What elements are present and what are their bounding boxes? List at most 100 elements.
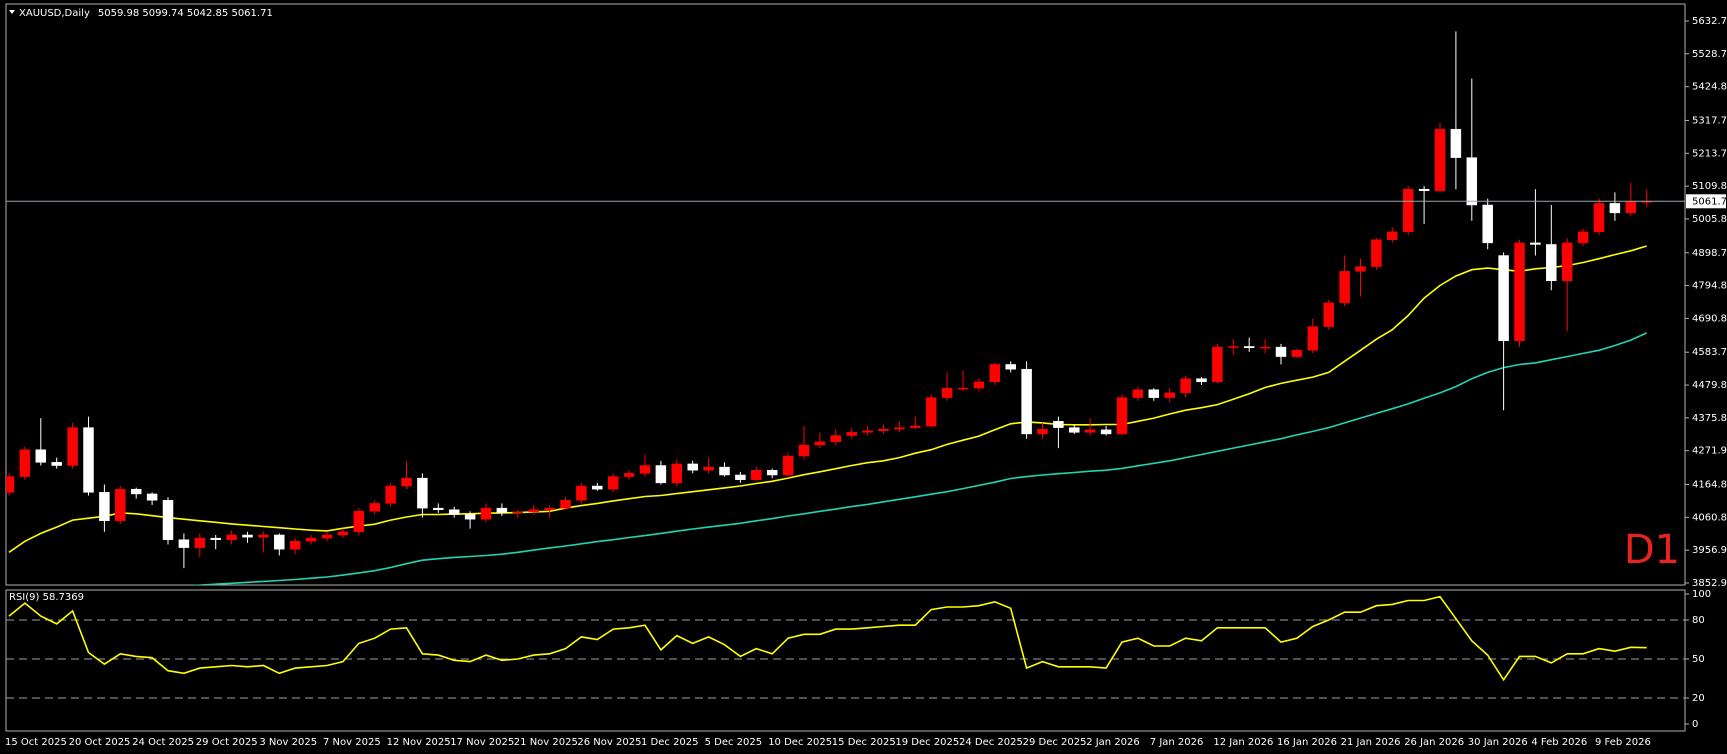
- y-tick-label: 4794.80: [1692, 281, 1727, 292]
- rsi-line: [8, 595, 1647, 682]
- candle-body: [544, 507, 555, 510]
- x-tick-label: 24 Oct 2025: [132, 737, 194, 748]
- candle-body: [1530, 242, 1541, 245]
- candle-body: [830, 435, 842, 443]
- y-tick-label: 0: [1692, 719, 1698, 730]
- candle-body: [289, 541, 301, 550]
- candle-body: [957, 387, 969, 390]
- y-tick-label: 5109.80: [1692, 181, 1727, 192]
- candle-body: [417, 477, 428, 509]
- candle-body: [1259, 346, 1271, 349]
- candle-body: [1275, 346, 1287, 357]
- candle-body: [623, 473, 635, 477]
- x-tick-label: 15 Dec 2025: [832, 737, 896, 748]
- candle-body: [798, 444, 810, 457]
- y-tick-label: 5005.85: [1692, 214, 1727, 225]
- candle-body: [1546, 244, 1557, 282]
- x-tick-label: 7 Nov 2025: [323, 737, 381, 748]
- candle-body: [162, 499, 174, 540]
- candle-body: [1561, 242, 1573, 282]
- candle-body: [1148, 389, 1160, 398]
- x-tick-label: 29 Oct 2025: [196, 737, 258, 748]
- candle-body: [258, 534, 269, 538]
- y-tick-label: 50: [1692, 654, 1705, 665]
- candle-body: [671, 463, 683, 484]
- moving-average-line: [8, 245, 1647, 553]
- y-tick-label: 80: [1692, 615, 1705, 626]
- candle-body: [130, 488, 142, 495]
- x-tick-label: 26 Jan 2026: [1404, 737, 1464, 748]
- x-tick-label: 3 Nov 2025: [259, 737, 317, 748]
- candle-body: [6, 476, 15, 493]
- candle-body: [766, 469, 778, 476]
- y-tick-label: 5213.75: [1692, 148, 1727, 159]
- candle-body: [83, 427, 94, 493]
- candle-body: [735, 474, 746, 480]
- x-tick-label: 9 Feb 2026: [1595, 737, 1651, 748]
- candle-body: [639, 465, 651, 474]
- y-tick-label: 100: [1692, 589, 1711, 600]
- candle-body: [1609, 203, 1621, 214]
- candle-body: [512, 511, 524, 514]
- y-tick-label: 5424.80: [1692, 82, 1727, 93]
- y-tick-label: 3956.90: [1692, 545, 1727, 556]
- y-tick-label: 4583.75: [1692, 347, 1727, 358]
- candle-body: [814, 441, 826, 446]
- candle-body: [894, 427, 905, 430]
- x-tick-label: 16 Jan 2026: [1277, 737, 1337, 748]
- x-tick-label: 29 Dec 2025: [1023, 737, 1087, 748]
- candle-body: [1371, 239, 1382, 267]
- menu-triangle[interactable]: [9, 10, 15, 14]
- candle-body: [1339, 271, 1350, 304]
- y-tick-label: 5632.70: [1692, 16, 1727, 27]
- price-label: 5061.71: [1692, 196, 1727, 207]
- x-tick-label: 5 Dec 2025: [705, 737, 763, 748]
- candle-body: [941, 387, 953, 398]
- candle-body: [1450, 128, 1462, 158]
- candle-body: [1069, 427, 1080, 433]
- candle-body: [751, 469, 762, 480]
- rsi-frame: [5, 589, 1686, 732]
- candle-body: [146, 493, 158, 501]
- candle-body: [878, 428, 889, 432]
- x-tick-label: 12 Jan 2026: [1213, 737, 1273, 748]
- candle-body: [480, 507, 492, 520]
- candle-body: [1132, 389, 1144, 398]
- candle-body: [1514, 242, 1525, 342]
- x-tick-label: 21 Nov 2025: [514, 737, 578, 748]
- candle-body: [1466, 157, 1478, 206]
- x-tick-label: 12 Nov 2025: [387, 737, 451, 748]
- price-plot: [6, 31, 1685, 585]
- x-tick-label: 20 Oct 2025: [69, 737, 131, 748]
- candle-body: [321, 534, 333, 539]
- candle-body: [1482, 204, 1493, 244]
- candle-body: [1100, 429, 1112, 435]
- candle-body: [1387, 231, 1398, 240]
- axes: 5632.70 5528.75 5424.80 5317.70 5213.75 5109.…: [5, 16, 1727, 748]
- candle-body: [576, 485, 587, 501]
- y-tick-label: 3852.95: [1692, 578, 1727, 589]
- candle-body: [1323, 302, 1334, 327]
- candle-body: [862, 430, 873, 433]
- candle-body: [846, 432, 857, 436]
- candle-body: [35, 449, 47, 463]
- moving-average-line: [189, 332, 1648, 585]
- candle-body: [337, 531, 349, 536]
- candle-body: [1418, 188, 1430, 192]
- y-tick-label: 4060.85: [1692, 512, 1727, 523]
- candle-body: [687, 463, 698, 471]
- x-tick-label: 2 Jan 2026: [1086, 737, 1140, 748]
- candle-body: [464, 514, 476, 520]
- candle-body: [1053, 421, 1064, 428]
- candle-body: [1180, 378, 1191, 394]
- candle-body: [1498, 255, 1509, 342]
- candle-body: [782, 455, 794, 476]
- candle-body: [1307, 326, 1319, 351]
- candle-body: [385, 485, 396, 504]
- candle-body: [194, 537, 206, 548]
- y-tick-label: 4271.90: [1692, 446, 1727, 457]
- candle-body: [19, 449, 31, 477]
